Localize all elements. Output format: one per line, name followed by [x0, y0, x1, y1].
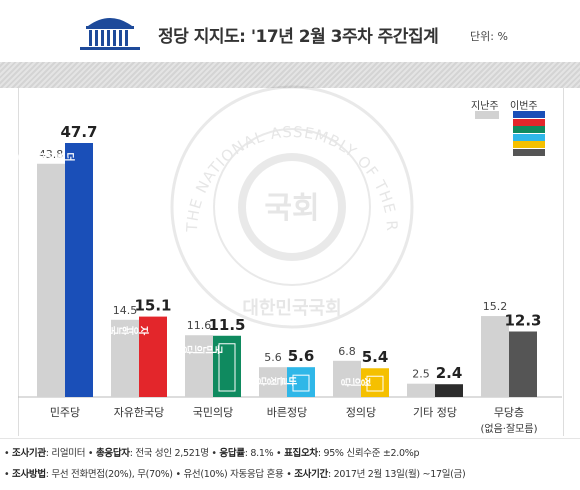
- legend-color-strip: [513, 133, 545, 141]
- value-label-previous-3: 5.6: [264, 351, 282, 364]
- footer-item: • 조사방법: 무선 전화면접(20%), 무(70%): [4, 469, 173, 480]
- bar-previous-4: [333, 360, 361, 397]
- party-logo-box-4: [366, 375, 384, 392]
- footer-item-label: 조사기관: [12, 448, 46, 459]
- unit-label: 단위: %: [470, 30, 508, 43]
- value-label-previous-4: 6.8: [338, 345, 356, 358]
- footer-item-label: 응답률: [219, 448, 245, 459]
- legend-previous-swatch: [475, 111, 499, 119]
- value-label-previous-5: 2.5: [412, 368, 430, 381]
- footer-item: • 표집오차: 95% 신뢰수준 ±2.0%p: [273, 448, 420, 459]
- value-label-previous-2: 11.6: [187, 319, 212, 332]
- value-label-current-4: 5.4: [362, 348, 389, 366]
- value-label-previous-1: 14.5: [113, 304, 138, 317]
- bar-previous-1: [111, 319, 139, 397]
- value-label-current-5: 2.4: [436, 364, 463, 382]
- legend-previous-label: 지난주: [471, 101, 499, 112]
- survey-info-footer: • 조사기관: 리얼미터 • 총응답자: 전국 성인 2,521명 • 응답률:…: [0, 438, 580, 490]
- category-label-4: 정의당: [346, 406, 376, 419]
- bar-previous-0: [37, 163, 65, 397]
- footer-item-label: 총응답자: [95, 448, 130, 459]
- category-sublabel-6: (없음·잘모름): [481, 422, 538, 435]
- legend-color-strip: [513, 141, 545, 148]
- legend-color-strip: [513, 126, 545, 133]
- party-logo-text-4: 정의당: [340, 375, 372, 387]
- seal-center-text: 국회: [264, 191, 319, 226]
- footer-item: • 총응답자: 전국 성인 2,521명: [85, 448, 209, 459]
- bar-current-0: [65, 143, 93, 397]
- value-label-current-3: 5.6: [288, 347, 315, 365]
- footer-item: • 유선(10%) 자동응답 혼용: [172, 469, 284, 480]
- national-assembly-logo-icon: [80, 18, 140, 50]
- bar-previous-6: [481, 316, 509, 397]
- legend-current-swatch: [513, 111, 545, 156]
- value-label-current-0: 47.7: [60, 123, 97, 141]
- bar-current-6: [509, 331, 537, 397]
- footer-line-2: • 조사방법: 무선 전화면접(20%), 무(70%) • 유선(10%) 자…: [4, 466, 466, 480]
- bar-previous-5: [407, 383, 435, 397]
- value-label-current-6: 12.3: [504, 312, 541, 330]
- national-assembly-seal-icon: THE NATIONAL ASSEMBLY OF THE REPUBLIC OF…: [167, 82, 414, 329]
- footer-item-label: 조사방법: [12, 469, 46, 480]
- category-label-2: 국민의당: [193, 406, 233, 419]
- legend-current-label: 이번주: [510, 101, 538, 112]
- category-label-5: 기타 정당: [413, 406, 457, 419]
- value-label-current-1: 15.1: [134, 297, 171, 315]
- legend-color-strip: [513, 111, 545, 118]
- category-label-1: 자유한국당: [114, 406, 165, 419]
- value-label-previous-6: 15.2: [483, 300, 508, 313]
- footer-item-label: 조사기간: [294, 469, 328, 480]
- bar-current-5: [435, 384, 463, 397]
- page-title: 정당 지지도: '17년 2월 3주차 주간집계: [158, 27, 439, 47]
- footer-item: • 응답률: 8.1%: [208, 448, 274, 459]
- legend-color-strip: [513, 148, 545, 156]
- decorative-stripe: [0, 62, 580, 88]
- value-label-current-2: 11.5: [208, 316, 245, 334]
- party-logo-text-3: 바른정당: [256, 374, 298, 386]
- footer-item: • 조사기간: 2017년 2월 13일(월) ~17일(금): [283, 469, 466, 480]
- bar-previous-3: [259, 367, 287, 397]
- party-logo-text-1: 자유한국당: [98, 323, 150, 335]
- footer-item: • 조사기관: 리얼미터: [4, 448, 86, 459]
- party-logo-box-2: [218, 343, 236, 392]
- value-label-previous-0: 43.8: [39, 148, 64, 161]
- seal-bottom-text: 대한민국국회: [242, 298, 341, 319]
- party-logo-text-0: 더불어민주당: [14, 150, 76, 162]
- category-label-3: 바른정당: [267, 406, 307, 419]
- category-label-6: 무당층: [494, 406, 524, 419]
- bar-previous-2: [185, 335, 213, 397]
- party-logo-text-2: 국민의당: [182, 342, 223, 354]
- bar-current-1: [139, 316, 167, 397]
- footer-line-1: • 조사기관: 리얼미터 • 총응답자: 전국 성인 2,521명 • 응답률:…: [4, 445, 420, 459]
- party-logo-box-3: [292, 374, 310, 392]
- category-label-0: 민주당: [50, 406, 80, 419]
- header: 정당 지지도: '17년 2월 3주차 주간집계 단위: %: [0, 0, 580, 62]
- legend-color-strip: [513, 118, 545, 126]
- footer-item-label: 표집오차: [284, 448, 318, 459]
